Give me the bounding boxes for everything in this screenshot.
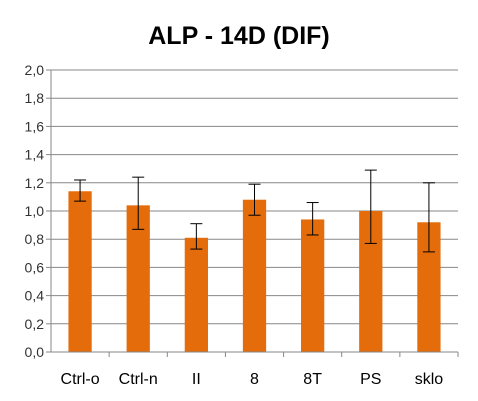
y-tick-label: 1,8 bbox=[25, 90, 45, 106]
y-tick-label: 0,8 bbox=[25, 231, 45, 247]
y-tick-label: 1,0 bbox=[25, 203, 45, 219]
bars bbox=[68, 191, 441, 352]
x-category-label: 8 bbox=[250, 371, 259, 388]
x-category-label: PS bbox=[360, 371, 381, 388]
y-axis-tick-labels: 0,0 0,2 0,4 0,6 0,8 1,0 1,2 1,4 1,6 1,8 2,0 bbox=[25, 62, 45, 360]
error-bar bbox=[364, 169, 377, 244]
error-bar bbox=[306, 202, 319, 236]
error-bar bbox=[132, 176, 145, 230]
x-category-label: II bbox=[192, 371, 201, 388]
error-bar bbox=[422, 182, 435, 253]
x-category-label: sklo bbox=[415, 371, 444, 388]
error-bars bbox=[74, 169, 435, 253]
bar-ii bbox=[184, 237, 208, 352]
y-tick-label: 1,6 bbox=[25, 118, 45, 134]
y-tick-label: 1,4 bbox=[25, 147, 45, 163]
y-tick-label: 0,4 bbox=[25, 288, 45, 304]
error-bar bbox=[74, 179, 87, 202]
error-bar bbox=[248, 183, 261, 216]
y-tick-label: 0,0 bbox=[25, 344, 45, 360]
x-axis-category-labels: Ctrl-o Ctrl-n II 8 8T PS sklo bbox=[61, 371, 444, 388]
y-tick-label: 0,2 bbox=[25, 316, 45, 332]
y-tick-label: 1,2 bbox=[25, 175, 45, 191]
y-tick-label: 2,0 bbox=[25, 62, 45, 78]
bar-ctrl-n bbox=[126, 205, 150, 352]
error-bar bbox=[190, 223, 203, 250]
chart-title: ALP - 14D (DIF) bbox=[148, 22, 330, 50]
y-tick-label: 0,6 bbox=[25, 259, 45, 275]
x-category-label: Ctrl-n bbox=[119, 371, 158, 388]
axes bbox=[46, 69, 459, 357]
x-category-label: Ctrl-o bbox=[61, 371, 100, 388]
bar-8 bbox=[242, 199, 267, 352]
bar-ctrl-o bbox=[68, 191, 92, 352]
bar-ps bbox=[359, 211, 383, 352]
bar-8t bbox=[301, 219, 325, 352]
bar-sklo bbox=[417, 222, 441, 352]
x-category-label: 8T bbox=[303, 371, 322, 388]
